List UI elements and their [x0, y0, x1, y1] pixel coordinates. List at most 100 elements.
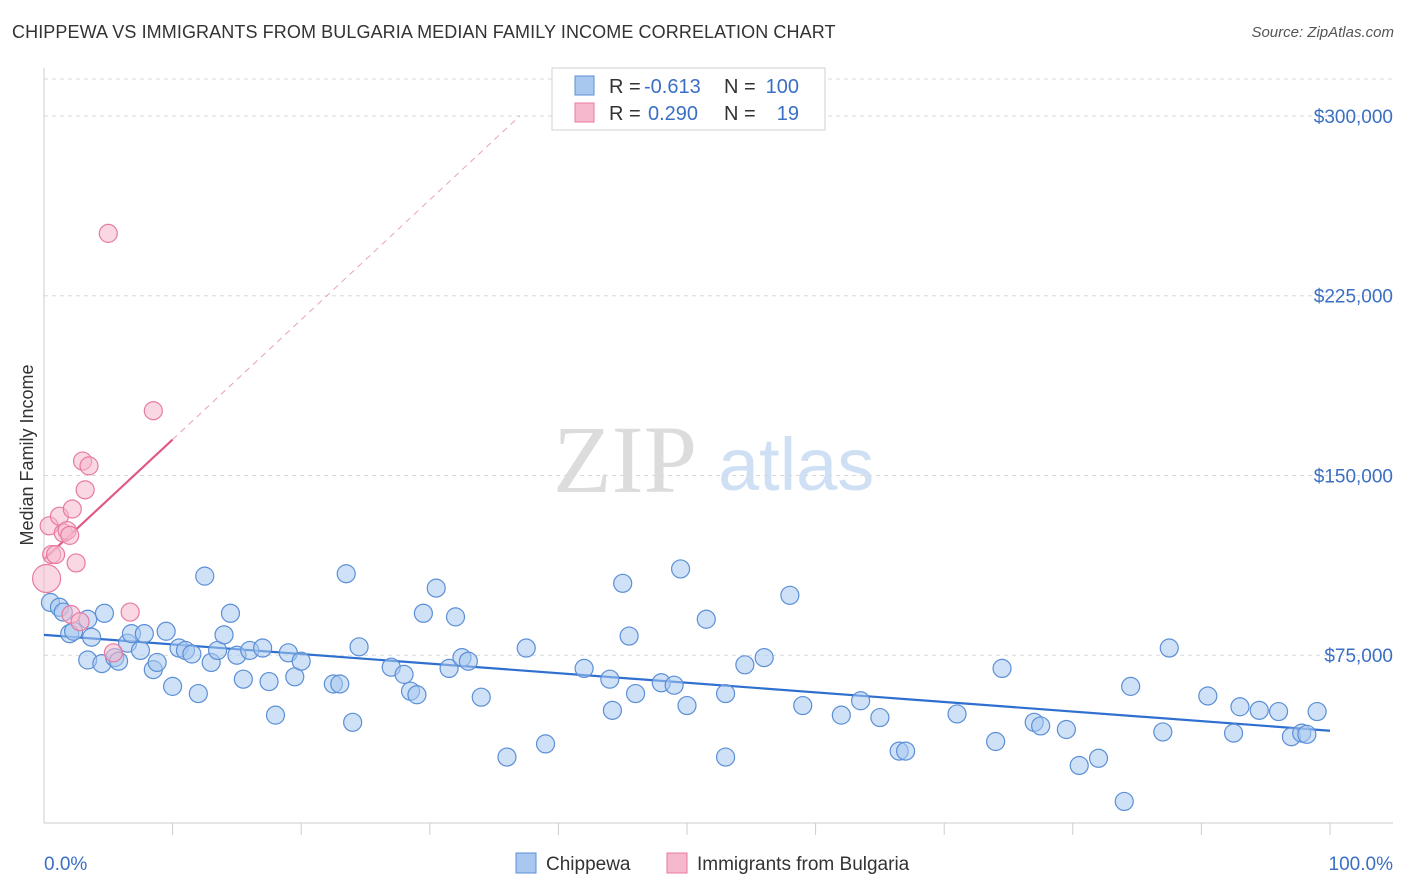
data-points: [31, 223, 1327, 812]
y-tick-labels: $75,000 $150,000 $225,000 $300,000: [1314, 107, 1393, 667]
point-bulgaria: [98, 223, 118, 243]
point-chippewa: [851, 691, 871, 711]
point-chippewa: [253, 638, 273, 658]
legend-swatch-bulgaria: [574, 102, 595, 123]
point-chippewa: [986, 731, 1006, 752]
point-bulgaria: [60, 525, 80, 545]
point-chippewa: [619, 626, 639, 646]
point-chippewa: [233, 669, 253, 689]
point-chippewa: [81, 627, 102, 647]
bottom-legend: Chippewa Immigrants from Bulgaria: [515, 852, 910, 875]
watermark-zip: ZIP: [553, 406, 697, 513]
point-chippewa: [214, 625, 234, 645]
point-chippewa: [1268, 701, 1289, 722]
point-chippewa: [413, 603, 433, 623]
point-chippewa: [163, 676, 183, 696]
point-chippewa: [754, 648, 774, 668]
point-chippewa: [670, 559, 691, 579]
point-bulgaria: [103, 643, 124, 663]
point-chippewa: [735, 655, 755, 675]
point-chippewa: [1069, 755, 1089, 776]
legend-swatch-chippewa: [574, 75, 595, 96]
point-bulgaria: [31, 563, 62, 594]
point-chippewa: [574, 658, 594, 679]
point-chippewa: [600, 669, 620, 689]
point-chippewa: [259, 671, 279, 692]
point-chippewa: [497, 747, 517, 767]
point-chippewa: [947, 704, 967, 724]
trend-line-bulgaria-extension: [172, 115, 521, 440]
point-chippewa: [516, 638, 536, 658]
point-chippewa: [1249, 700, 1269, 720]
point-chippewa: [336, 564, 356, 584]
legend-box: R = -0.613 N = 100 R = 0.290 N = 19: [551, 67, 826, 131]
point-chippewa: [130, 640, 151, 661]
point-bulgaria: [66, 553, 86, 573]
point-chippewa: [715, 683, 736, 704]
point-bulgaria: [120, 602, 140, 622]
point-chippewa: [715, 747, 736, 767]
point-chippewa: [220, 603, 241, 623]
legend-r-label-2: R =: [609, 103, 641, 125]
point-chippewa: [195, 566, 215, 586]
point-chippewa: [1056, 719, 1076, 740]
legend-n-label-2: N =: [724, 103, 756, 125]
point-chippewa: [134, 624, 154, 644]
point-chippewa: [94, 603, 115, 623]
point-chippewa: [535, 734, 556, 754]
point-chippewa: [1153, 722, 1173, 742]
legend-r-value-2: 0.290: [648, 103, 698, 125]
point-chippewa: [458, 651, 478, 671]
point-chippewa: [613, 573, 633, 593]
legend-n-value-2: 19: [777, 103, 799, 125]
point-chippewa: [471, 687, 491, 707]
point-chippewa: [1307, 701, 1327, 722]
point-chippewa: [394, 664, 414, 684]
point-chippewa: [664, 675, 684, 695]
legend-frame: [551, 67, 826, 131]
point-bulgaria: [70, 612, 90, 632]
point-chippewa: [793, 695, 813, 716]
point-chippewa: [407, 685, 427, 705]
bottom-legend-label-chippewa: Chippewa: [546, 854, 631, 875]
point-chippewa: [831, 705, 851, 725]
point-bulgaria: [143, 401, 163, 421]
point-chippewa: [439, 658, 459, 679]
y-tick-label: $150,000: [1314, 466, 1393, 487]
point-chippewa: [696, 609, 716, 629]
point-chippewa: [343, 712, 363, 732]
point-bulgaria: [62, 499, 82, 519]
point-chippewa: [1121, 676, 1141, 696]
point-chippewa: [1031, 716, 1051, 736]
point-chippewa: [602, 700, 623, 720]
point-chippewa: [182, 644, 202, 664]
axes: [43, 68, 1393, 824]
grid-lines: [44, 78, 1393, 656]
point-bulgaria: [45, 544, 66, 565]
x-tick-label-max: 100.0%: [1329, 854, 1394, 875]
point-chippewa: [265, 705, 286, 725]
point-chippewa: [1114, 791, 1134, 812]
point-chippewa: [896, 741, 916, 761]
point-bulgaria: [79, 456, 99, 476]
source-label: Source: ZipAtlas.com: [1251, 24, 1394, 41]
point-chippewa: [147, 652, 167, 673]
point-chippewa: [156, 621, 176, 641]
watermark-atlas: atlas: [718, 423, 874, 506]
point-chippewa: [445, 607, 466, 627]
point-chippewa: [870, 707, 890, 728]
legend-r-value-1: -0.613: [644, 76, 701, 98]
point-chippewa: [291, 651, 311, 671]
point-chippewa: [992, 658, 1012, 679]
x-ticks: [172, 823, 1331, 835]
legend-r-label-1: R =: [609, 76, 641, 98]
bottom-legend-swatch-bulgaria: [666, 852, 688, 874]
y-tick-label: $225,000: [1314, 287, 1393, 308]
y-tick-label: $300,000: [1314, 107, 1393, 128]
point-chippewa: [349, 637, 369, 657]
point-bulgaria: [75, 480, 95, 500]
point-chippewa: [677, 695, 697, 716]
point-chippewa: [1223, 723, 1244, 743]
point-chippewa: [1198, 686, 1218, 706]
